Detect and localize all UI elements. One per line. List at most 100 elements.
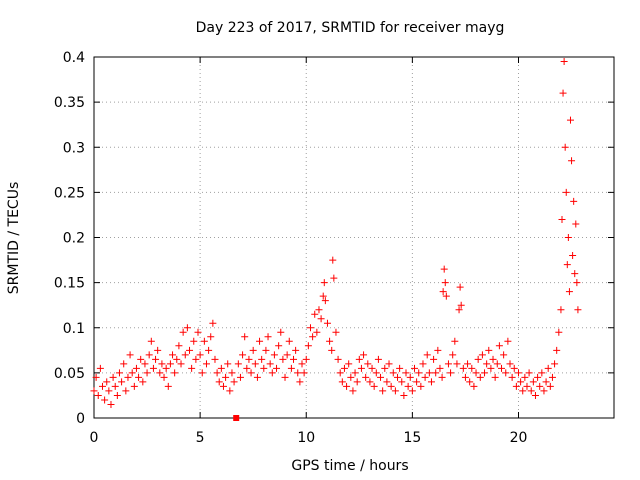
data-point bbox=[451, 337, 459, 345]
data-point bbox=[402, 369, 410, 377]
data-point bbox=[222, 373, 230, 381]
data-point bbox=[183, 324, 191, 332]
data-point bbox=[224, 360, 232, 368]
data-point bbox=[107, 400, 115, 408]
data-point bbox=[315, 306, 323, 314]
x-tick-label: 10 bbox=[297, 430, 315, 446]
data-point bbox=[262, 346, 270, 354]
data-point bbox=[419, 360, 427, 368]
data-point bbox=[525, 369, 533, 377]
data-point bbox=[357, 364, 365, 372]
data-point bbox=[177, 360, 185, 368]
data-point bbox=[457, 301, 465, 309]
data-point bbox=[115, 369, 123, 377]
data-point bbox=[383, 378, 391, 386]
data-point bbox=[317, 315, 325, 323]
data-point bbox=[370, 382, 378, 390]
data-point bbox=[531, 391, 539, 399]
data-point bbox=[487, 364, 495, 372]
data-point bbox=[366, 378, 374, 386]
data-point bbox=[521, 373, 529, 381]
data-point bbox=[329, 256, 337, 264]
data-point bbox=[478, 351, 486, 359]
data-point bbox=[504, 337, 512, 345]
data-point bbox=[230, 378, 238, 386]
data-point bbox=[456, 283, 464, 291]
data-point bbox=[548, 373, 556, 381]
data-point bbox=[551, 360, 559, 368]
data-point bbox=[570, 197, 578, 205]
data-point bbox=[481, 369, 489, 377]
data-point bbox=[253, 373, 261, 381]
data-point bbox=[213, 369, 221, 377]
data-point bbox=[294, 369, 302, 377]
data-point bbox=[491, 373, 499, 381]
data-point bbox=[472, 369, 480, 377]
data-point bbox=[400, 391, 408, 399]
data-point bbox=[404, 382, 412, 390]
data-point bbox=[283, 351, 291, 359]
data-point bbox=[565, 288, 573, 296]
data-point bbox=[334, 355, 342, 363]
data-point bbox=[256, 337, 264, 345]
data-point bbox=[264, 333, 272, 341]
data-point bbox=[285, 337, 293, 345]
data-point bbox=[560, 58, 568, 66]
data-point bbox=[440, 265, 448, 273]
data-point bbox=[534, 373, 542, 381]
data-point bbox=[245, 355, 253, 363]
data-point bbox=[506, 360, 514, 368]
y-tick-label: 0.25 bbox=[54, 185, 85, 201]
data-point bbox=[273, 364, 281, 372]
data-point bbox=[406, 373, 414, 381]
data-point bbox=[279, 355, 287, 363]
data-point bbox=[464, 360, 472, 368]
data-point bbox=[207, 333, 215, 341]
data-point bbox=[266, 360, 274, 368]
data-point bbox=[498, 364, 506, 372]
data-point bbox=[98, 382, 106, 390]
data-point bbox=[332, 328, 340, 336]
data-point bbox=[160, 373, 168, 381]
data-point bbox=[209, 319, 217, 327]
data-point bbox=[202, 360, 210, 368]
data-point bbox=[120, 360, 128, 368]
data-point bbox=[517, 378, 525, 386]
data-point bbox=[113, 391, 121, 399]
data-point bbox=[338, 378, 346, 386]
data-point bbox=[145, 351, 153, 359]
data-point bbox=[468, 364, 476, 372]
data-point bbox=[571, 270, 579, 278]
data-point bbox=[540, 387, 548, 395]
data-point bbox=[439, 288, 447, 296]
data-point bbox=[562, 188, 570, 196]
data-point bbox=[563, 261, 571, 269]
data-point bbox=[385, 360, 393, 368]
data-point bbox=[147, 337, 155, 345]
data-point bbox=[196, 351, 204, 359]
data-point bbox=[536, 382, 544, 390]
data-point bbox=[527, 387, 535, 395]
data-point bbox=[421, 373, 429, 381]
data-point bbox=[453, 360, 461, 368]
data-point bbox=[449, 351, 457, 359]
data-point bbox=[529, 378, 537, 386]
data-point bbox=[417, 382, 425, 390]
data-point bbox=[130, 382, 138, 390]
data-point bbox=[434, 346, 442, 354]
data-point bbox=[364, 360, 372, 368]
data-point bbox=[217, 364, 225, 372]
data-point bbox=[200, 337, 208, 345]
data-point bbox=[175, 342, 183, 350]
data-point bbox=[493, 360, 501, 368]
data-point bbox=[135, 373, 143, 381]
outlier-point bbox=[233, 415, 240, 421]
data-point bbox=[377, 373, 385, 381]
data-point bbox=[328, 346, 336, 354]
data-point bbox=[321, 297, 329, 305]
data-point bbox=[173, 355, 181, 363]
data-point bbox=[423, 351, 431, 359]
data-point bbox=[141, 360, 149, 368]
data-point bbox=[105, 387, 113, 395]
